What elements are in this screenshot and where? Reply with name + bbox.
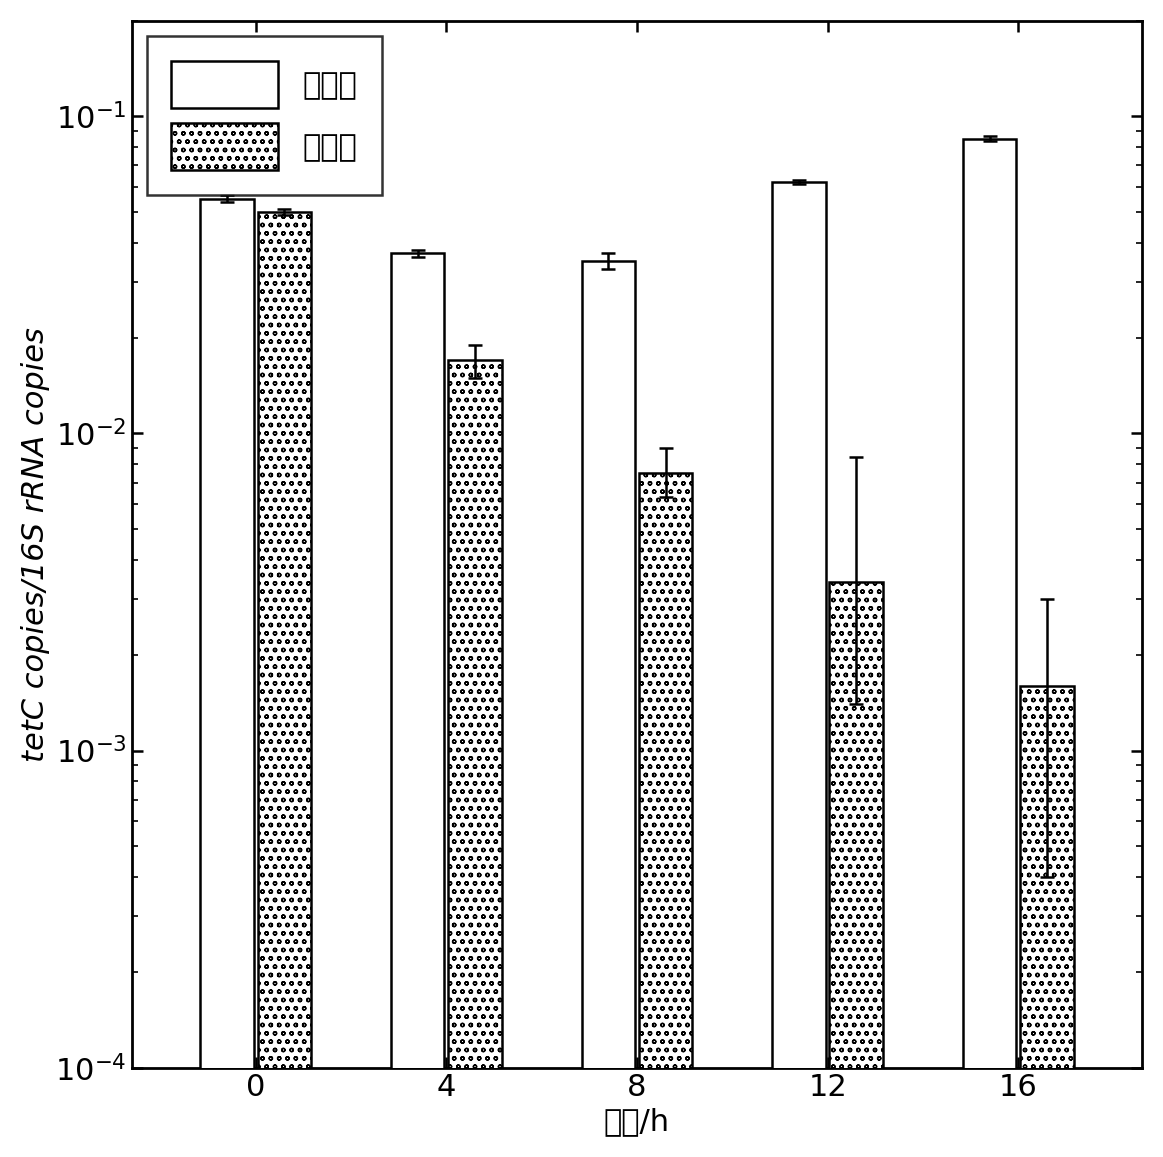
Legend: 空白组, 实验组: 空白组, 实验组 <box>147 36 381 194</box>
Bar <box>582 260 635 1157</box>
Bar <box>391 253 444 1157</box>
Bar <box>963 139 1016 1157</box>
Bar <box>448 360 501 1157</box>
Bar <box>772 182 826 1157</box>
Bar <box>257 212 311 1157</box>
X-axis label: 时间/h: 时间/h <box>604 1107 670 1136</box>
Bar <box>200 199 254 1157</box>
Bar <box>829 582 883 1157</box>
Bar <box>638 473 692 1157</box>
Bar <box>1020 686 1073 1157</box>
Y-axis label: tetC copies/16S rRNA copies: tetC copies/16S rRNA copies <box>21 327 50 761</box>
